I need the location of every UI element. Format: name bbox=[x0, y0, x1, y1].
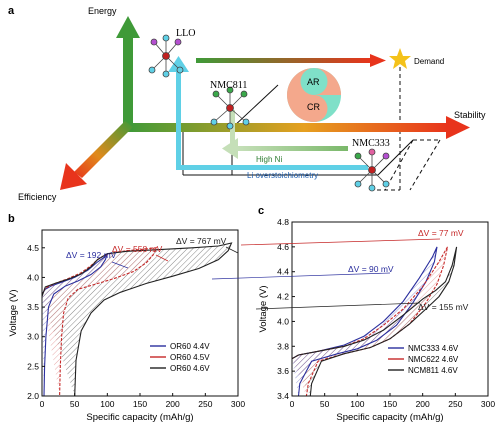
y-tick-label: 4.6 bbox=[277, 242, 289, 252]
cr-label: CR bbox=[307, 102, 320, 112]
delta-v-annotation: ΔV = 767 mV bbox=[176, 236, 227, 246]
high-ni-label: High Ni bbox=[256, 155, 282, 164]
x-tick-label: 100 bbox=[350, 399, 364, 409]
annotation-pointer bbox=[111, 261, 129, 269]
delta-v-annotation: ΔV = 77 mV bbox=[418, 228, 464, 238]
li-overstoichiometry-label: Li overstoichiometry bbox=[247, 171, 318, 180]
legend-entry: NMC622 4.6V bbox=[408, 355, 459, 364]
x-tick-label: 50 bbox=[320, 399, 330, 409]
x-tick-label: 200 bbox=[166, 399, 180, 409]
x-axis-label: Specific capacity (mAh/g) bbox=[336, 412, 443, 423]
x-tick-label: 100 bbox=[100, 399, 114, 409]
x-tick-label: 150 bbox=[133, 399, 147, 409]
high-ni-arrow: High Ni bbox=[222, 110, 348, 164]
delta-v-annotation: ΔV = 90 mV bbox=[348, 264, 394, 274]
x-tick-label: 300 bbox=[231, 399, 245, 409]
efficiency-axis bbox=[60, 121, 133, 190]
energy-axis bbox=[116, 16, 140, 132]
annotation-pointer bbox=[155, 254, 169, 262]
series-area-2 bbox=[42, 247, 157, 396]
delta-v-annotation: ΔV = 192 mV bbox=[66, 250, 117, 260]
stability-axis-label: Stability bbox=[454, 110, 486, 120]
y-tick-label: 4.2 bbox=[277, 292, 289, 302]
demand-label: Demand bbox=[414, 57, 444, 66]
x-tick-label: 200 bbox=[416, 399, 430, 409]
y-tick-label: 3.8 bbox=[277, 341, 289, 351]
x-tick-label: 300 bbox=[481, 399, 495, 409]
ar-label: AR bbox=[307, 77, 320, 87]
x-tick-label: 0 bbox=[40, 399, 45, 409]
demand-star-icon bbox=[389, 48, 411, 69]
stability-axis bbox=[128, 116, 470, 139]
y-tick-label: 4.8 bbox=[277, 217, 289, 227]
y-tick-label: 3.4 bbox=[277, 391, 289, 401]
llo-label: LLO bbox=[176, 28, 195, 39]
x-tick-label: 250 bbox=[448, 399, 462, 409]
li-overstoichiometry-arrow: Li overstoichiometry bbox=[168, 56, 368, 180]
annotation-pointer bbox=[255, 302, 421, 310]
series-area-2 bbox=[292, 246, 448, 396]
legend-entry: OR60 4.5V bbox=[170, 353, 210, 362]
series-line-3 bbox=[291, 246, 458, 397]
series-line-1 bbox=[41, 253, 108, 397]
panel-a-label: a bbox=[8, 5, 15, 17]
delta-v-annotation: ΔV = 558 mV bbox=[112, 244, 163, 254]
annotation-pointer bbox=[225, 246, 239, 254]
x-tick-label: 50 bbox=[70, 399, 80, 409]
y-tick-label: 3.6 bbox=[277, 366, 289, 376]
nmc333-structure-icon bbox=[354, 148, 390, 192]
y-tick-label: 3.5 bbox=[27, 302, 39, 312]
annotation-pointer bbox=[240, 238, 441, 246]
y-tick-label: 4.0 bbox=[27, 272, 39, 282]
series-line-1 bbox=[291, 246, 438, 397]
yin-yang-icon: AR CR bbox=[287, 68, 341, 122]
chart-c: c 0 50 100 150 200 250 300 3.4 3.6 3.8 4.0 4.2 4.4 4.6… bbox=[211, 205, 495, 423]
series-line-2 bbox=[41, 247, 158, 397]
x-tick-label: 150 bbox=[383, 399, 397, 409]
energy-axis-label: Energy bbox=[88, 6, 117, 16]
chart-b: b 0 50 100 150 200 250 300 2.0 2.5 3.0 3.5 4.0 4.5 Spe… bbox=[8, 213, 245, 423]
series-area-1 bbox=[42, 253, 108, 396]
nmc333-label: NMC333 bbox=[352, 138, 390, 149]
x-axis-label: Specific capacity (mAh/g) bbox=[86, 412, 193, 423]
x-tick-label: 250 bbox=[198, 399, 212, 409]
y-tick-label: 2.5 bbox=[27, 361, 39, 371]
legend-entry: NCM811 4.6V bbox=[408, 366, 458, 375]
y-tick-label: 4.4 bbox=[277, 267, 289, 277]
legend-entry: OR60 4.4V bbox=[170, 342, 210, 351]
legend-entry: OR60 4.6V bbox=[170, 364, 210, 373]
llo-structure-icon bbox=[148, 34, 184, 78]
x-tick-label: 0 bbox=[290, 399, 295, 409]
y-axis-label: Voltage (V) bbox=[8, 290, 19, 337]
panel-a: a Energy Stabil bbox=[8, 5, 486, 202]
panel-c-label: c bbox=[258, 205, 264, 217]
nmc811-label: NMC811 bbox=[210, 80, 247, 91]
y-tick-label: 4.0 bbox=[277, 316, 289, 326]
y-tick-label: 4.5 bbox=[27, 243, 39, 253]
y-tick-label: 3.0 bbox=[27, 332, 39, 342]
efficiency-axis-label: Efficiency bbox=[18, 192, 57, 202]
panel-b-label: b bbox=[8, 213, 15, 225]
y-tick-label: 2.0 bbox=[27, 391, 39, 401]
nmc811-structure-icon bbox=[210, 86, 250, 130]
delta-v-annotation: ΔV = 155 mV bbox=[418, 302, 469, 312]
legend-entry: NMC333 4.6V bbox=[408, 344, 459, 353]
demand-arrow: Demand bbox=[196, 48, 444, 69]
series-line-3 bbox=[41, 242, 233, 397]
annotation-pointer bbox=[211, 272, 391, 280]
